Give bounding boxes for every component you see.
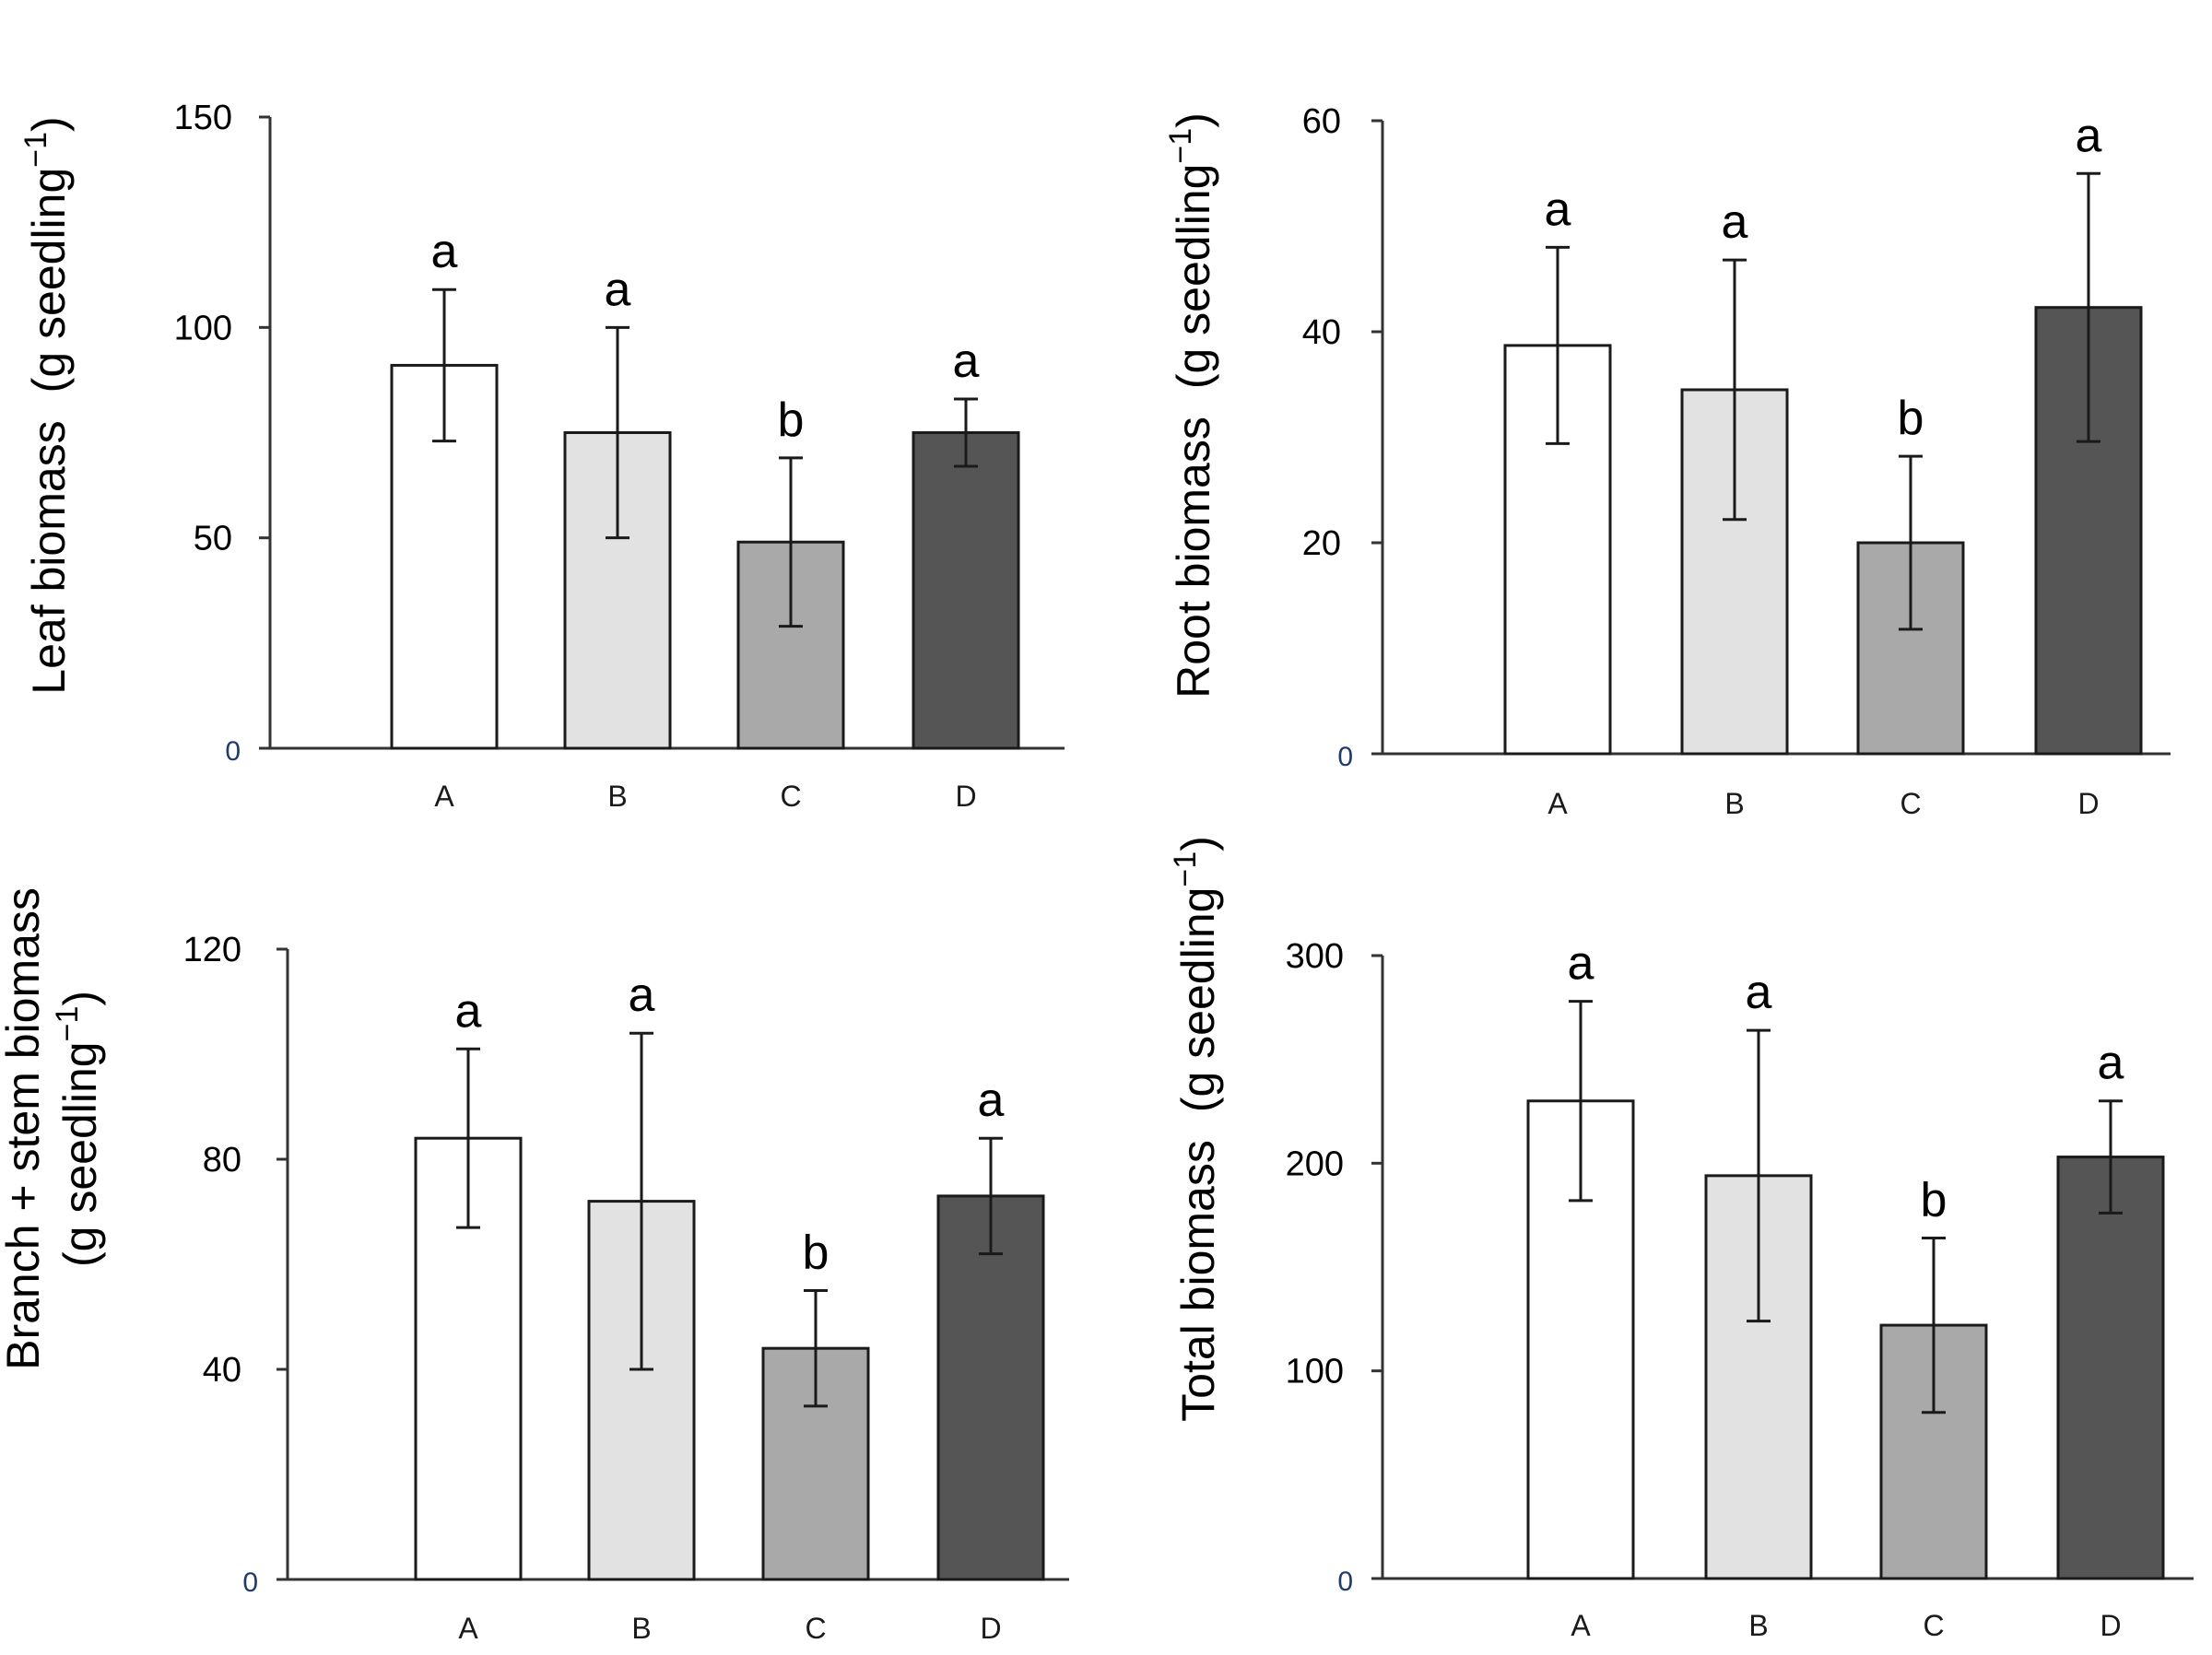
x-tick-label: A [458,1612,478,1645]
x-tick-label: B [631,1612,651,1645]
y-axis-label-close: ) [1168,112,1219,128]
y-tick-label: 0 [242,1567,258,1598]
y-tick-label: 20 [1302,524,1341,563]
y-tick-label: 120 [183,931,241,969]
chart-panel-root: 0 20 40 60 a Aa Bb Ca D Root biomass (g seedling−1… [1163,102,2171,820]
x-tick-label: A [1547,787,1568,820]
y-axis-label-exponent: −1 [18,132,53,168]
y-tick-label: 80 [203,1141,241,1180]
x-tick-label: C [780,780,801,813]
y-axis-label-text: Total biomass (g seedling−1) [1168,836,1224,1422]
y-axis-label-text: Leaf biomass (g seedling−1) [18,116,75,694]
x-tick-label: B [1748,1609,1768,1642]
y-tick-label: 0 [225,736,241,767]
y-axis-label-text: Root biomass (g seedling−1) [1163,112,1219,698]
chart-panel-total: 0 100 200 300 a Aa Bb Ca D Total biomass (g seedli… [1168,836,2194,1642]
y-tick-label: 0 [1337,1567,1353,1597]
chart-panel-leaf: 0 50 100 150 a Aa Bb Ca D Leaf biomass (g seedling… [18,99,1065,813]
significance-letter: a [953,335,980,388]
y-tick-label: 0 [1337,742,1353,772]
significance-letter: a [431,225,458,278]
significance-letter: b [778,393,805,447]
x-tick-label: B [1724,787,1744,820]
y-axis-label-unit-line: (g seedling−1) [50,991,106,1267]
significance-letter: a [1746,966,1772,1019]
y-tick-label: 40 [203,1351,241,1390]
bar-D [2056,1156,2165,1580]
x-tick-label: A [1571,1609,1591,1642]
significance-letter: a [455,984,482,1038]
x-tick-label: C [805,1612,826,1645]
significance-letter: a [605,263,631,316]
chart-panel-branch: 0 40 80 120 a Aa Bb Ca D Branch + stem biomass (g … [0,887,1069,1645]
x-tick-label: D [2077,787,2099,820]
significance-letter: a [629,968,655,1022]
y-axis-label-main: Root biomass [1168,417,1219,698]
y-axis-label: Branch + stem biomass (g seedling−1) [0,887,106,1370]
y-axis-label: Root biomass (g seedling−1) [1163,112,1219,698]
y-axis-label-main: Total biomass [1172,1140,1224,1422]
y-tick-label: 50 [194,520,232,558]
y-axis-label-unit: (g seedling [1172,887,1224,1113]
x-tick-label: D [980,1612,1001,1645]
x-tick-label: D [955,780,976,813]
y-axis-label-exponent: −1 [50,1006,85,1042]
y-axis-label-main: Leaf biomass [23,420,75,694]
y-axis-label-exponent: −1 [1163,128,1198,164]
y-tick-label: 300 [1286,937,1344,976]
bar-D [912,431,1020,750]
significance-letter: a [1568,937,1594,991]
y-tick-label: 100 [174,309,232,347]
y-tick-label: 40 [1302,313,1341,352]
significance-letter: a [2098,1037,2124,1090]
y-axis-label-exponent: −1 [1168,851,1203,887]
y-axis-label-unit: (g seedling [23,168,75,393]
x-tick-label: A [434,780,454,813]
y-tick-label: 60 [1302,102,1341,141]
x-tick-label: C [1923,1609,1944,1642]
significance-letter: b [1921,1173,1947,1227]
significance-letter: a [978,1074,1005,1127]
y-tick-label: 200 [1286,1144,1344,1183]
y-tick-label: 100 [1286,1353,1344,1391]
y-axis-label-close: ) [23,116,75,132]
y-axis-label-main: Branch + stem biomass [0,887,49,1370]
y-axis-label-close: ) [1172,836,1224,851]
x-tick-label: D [2100,1609,2121,1642]
y-axis-label: Total biomass (g seedling−1) [1168,836,1224,1422]
y-tick-label: 150 [174,99,232,137]
significance-letter: b [1898,392,1924,445]
y-axis-label-unit: (g seedling [54,1041,106,1267]
significance-letter: a [1545,182,1571,236]
x-tick-label: B [607,780,627,813]
y-axis-label-close: ) [54,991,106,1006]
significance-letter: b [803,1227,830,1280]
x-tick-label: C [1900,787,1921,820]
significance-letter: a [1722,195,1748,249]
significance-letter: a [2076,109,2102,162]
y-axis-label-unit: (g seedling [1168,164,1219,390]
y-axis-label: Leaf biomass (g seedling−1) [18,116,75,694]
